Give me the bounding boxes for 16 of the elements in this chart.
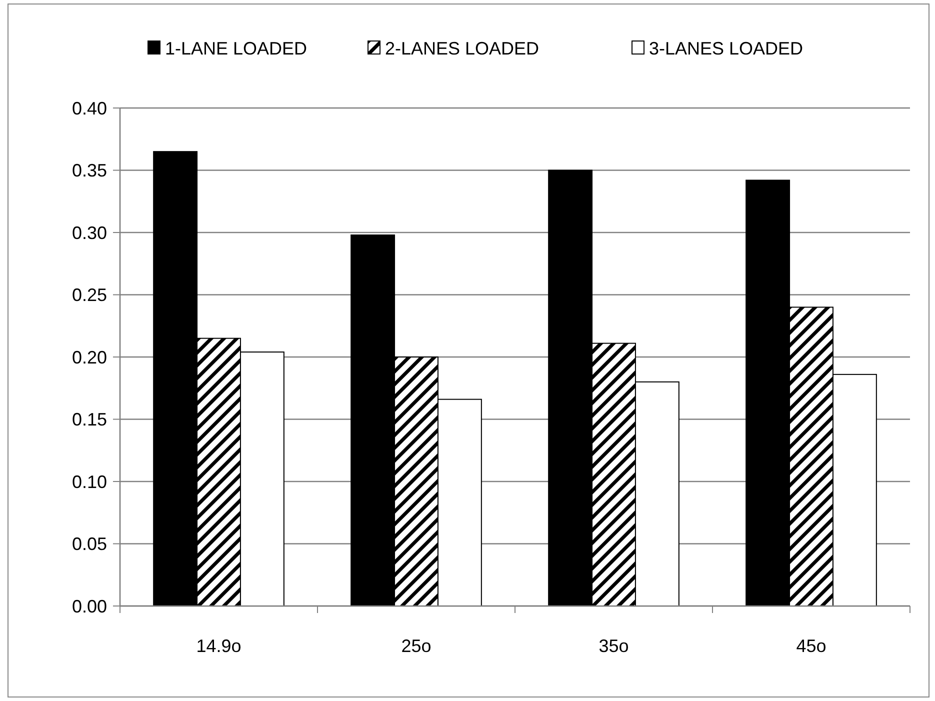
x-tick-label: 14.9o [196, 636, 242, 656]
y-tick-label: 0.20 [72, 347, 107, 368]
x-tick-label: 25o [401, 636, 432, 656]
y-tick-label: 0.10 [72, 472, 107, 492]
legend-label: 1-LANE LOADED [165, 38, 308, 58]
legend-label: 2-LANES LOADED [385, 38, 540, 58]
legend-label: 3-LANES LOADED [649, 38, 804, 58]
x-tick-label: 35o [598, 636, 629, 656]
y-tick-label: 0.25 [72, 285, 107, 306]
y-tick-label: 0.05 [72, 534, 107, 554]
y-tick-label: 0.35 [72, 160, 107, 181]
y-tick-label: 0.30 [72, 222, 107, 243]
x-tick-label: 45o [796, 636, 826, 656]
y-tick-label: 0.15 [72, 410, 107, 430]
y-tick-label: 0.00 [72, 596, 107, 616]
y-tick-label: 0.40 [72, 98, 107, 118]
